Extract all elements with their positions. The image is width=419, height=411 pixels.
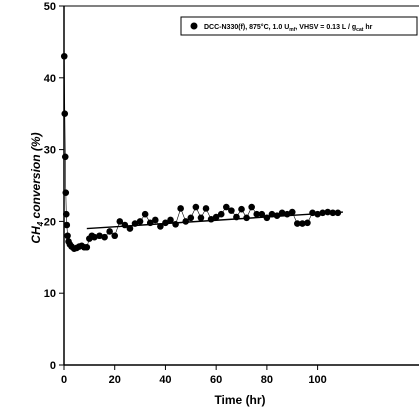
data-point	[172, 220, 179, 228]
legend-label: DCC-N330(f), 875°C, 1.0 Umf, VHSV = 0.13…	[204, 23, 373, 33]
x-axis-title: Time (hr)	[214, 393, 265, 407]
y-tick-label: 50	[44, 1, 56, 13]
data-point	[146, 219, 154, 227]
data-point	[197, 214, 205, 222]
data-point	[238, 205, 245, 213]
data-point	[324, 208, 332, 216]
data-point	[319, 209, 326, 217]
data-point	[217, 210, 225, 218]
data-point	[299, 220, 306, 227]
data-point	[283, 210, 291, 218]
data-point	[151, 216, 159, 224]
data-point	[60, 52, 68, 60]
data-point	[157, 223, 164, 230]
data-point	[62, 189, 70, 196]
data-point	[294, 220, 301, 227]
data-point	[61, 110, 69, 117]
y-tick-label: 10	[44, 288, 56, 300]
data-point	[116, 218, 124, 225]
data-point	[64, 232, 71, 240]
x-tick-label: 100	[308, 374, 326, 386]
data-point	[273, 212, 281, 219]
data-point	[63, 221, 71, 229]
data-point	[167, 216, 174, 224]
data-point	[329, 209, 337, 217]
data-point	[334, 209, 342, 217]
data-point	[309, 209, 316, 217]
data-point	[207, 215, 215, 223]
legend-marker	[190, 22, 198, 30]
x-tick-label: 60	[210, 374, 222, 386]
x-tick-label: 20	[109, 374, 121, 386]
data-point	[136, 218, 144, 225]
data-point	[91, 233, 98, 241]
data-point	[83, 243, 91, 251]
data-point	[248, 203, 255, 211]
data-point	[243, 214, 250, 222]
x-tick-label: 80	[261, 374, 273, 386]
data-point	[121, 221, 129, 229]
data-point	[101, 233, 108, 241]
legend-box	[180, 16, 418, 36]
data-point	[278, 209, 286, 217]
data-point	[288, 208, 296, 216]
data-point	[131, 220, 139, 227]
data-point	[228, 207, 235, 214]
x-tick-label: 0	[61, 374, 67, 386]
data-point	[111, 232, 119, 240]
data-point	[304, 219, 311, 227]
data-point	[233, 213, 240, 221]
data-point	[258, 210, 266, 218]
data-point	[253, 210, 261, 218]
data-point	[177, 205, 184, 212]
data-point	[182, 218, 190, 225]
data-point	[126, 225, 134, 232]
y-tick-label: 20	[44, 216, 56, 228]
y-tick-label: 40	[44, 73, 56, 85]
data-point	[96, 232, 103, 240]
data-point	[192, 203, 200, 211]
data-point	[62, 210, 70, 218]
data-point	[141, 210, 149, 218]
data-point	[314, 210, 321, 218]
plot-area: 0 10 20 30 40 50 0 20 40 60 80 100	[44, 1, 419, 386]
data-point	[223, 203, 230, 211]
y-tick-label: 0	[50, 360, 56, 372]
data-point	[268, 210, 276, 218]
data-point	[106, 228, 113, 235]
data-point	[212, 213, 220, 221]
data-point	[202, 205, 210, 212]
x-tick-label: 40	[159, 374, 171, 386]
data-point	[61, 153, 69, 161]
y-tick-label: 30	[44, 145, 56, 157]
data-point	[263, 214, 271, 222]
data-point	[187, 214, 195, 222]
data-point	[162, 219, 169, 227]
y-axis-title: CH4 conversion (%)	[29, 132, 45, 243]
